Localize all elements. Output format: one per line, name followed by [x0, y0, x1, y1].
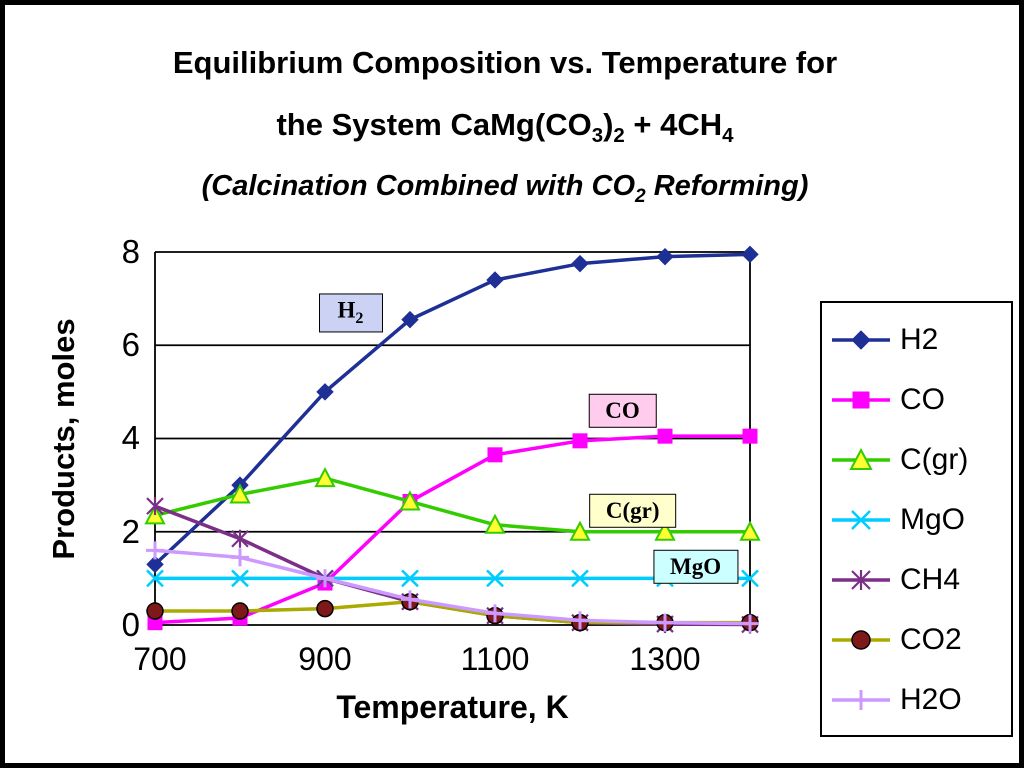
- series-C(gr): [144, 466, 761, 541]
- x-tick-label-900: 900: [298, 641, 352, 677]
- chart-title-line3: (Calcination Combined with CO2 Reforming…: [5, 170, 1005, 208]
- chart-title-line1: Equilibrium Composition vs. Temperature …: [172, 45, 838, 80]
- legend-item-co: CO: [822, 370, 1011, 430]
- legend-label: MgO: [900, 503, 966, 536]
- y-tick-label-4: 4: [121, 419, 140, 456]
- chart-annotation-co: CO: [588, 393, 657, 428]
- chart-annotation-cgr: C(gr): [588, 493, 677, 528]
- x-tick-label-1100: 1100: [460, 641, 530, 677]
- series-H2: [146, 245, 759, 574]
- title-sub: 2: [635, 185, 646, 207]
- legend-label: CO2: [900, 623, 962, 656]
- title-seg: ): [603, 107, 614, 142]
- legend: H2 CO C(gr) MgO CH4 CO2 H2O: [820, 301, 1013, 737]
- title-seg: Reforming): [645, 170, 809, 202]
- y-tick-label-6: 6: [121, 326, 140, 363]
- legend-marker-co: [832, 391, 890, 409]
- legend-label: CO: [900, 383, 945, 416]
- title-sub: 3: [591, 124, 604, 148]
- legend-item-mgo: MgO: [822, 490, 1011, 550]
- series-H2O: [146, 541, 759, 633]
- legend-item-cgr: C(gr): [822, 430, 1011, 490]
- chart-title-line2: the System CaMg(CO3)2 + 4CH4: [5, 107, 1005, 148]
- legend-marker-h2o: [832, 690, 890, 710]
- title-sub: 2: [613, 124, 625, 148]
- x-tick-label-1300: 1300: [629, 641, 701, 677]
- plot-area: [144, 245, 761, 634]
- title-seg: the System CaMg(CO: [276, 107, 592, 142]
- legend-label: C(gr): [900, 443, 969, 476]
- legend-marker-cgr: [832, 447, 890, 470]
- legend-item-h2: H2: [822, 310, 1011, 370]
- chart-annotation-h2: H2: [318, 293, 383, 333]
- title-seg: + 4CH: [624, 107, 723, 142]
- legend-label: H2O: [900, 683, 962, 716]
- title-seg: (Calcination Combined with CO: [201, 170, 636, 202]
- y-tick-label-2: 2: [121, 513, 140, 550]
- legend-marker-h2: [832, 330, 890, 350]
- y-axis-title: Products, moles: [46, 318, 81, 560]
- legend-label: CH4: [900, 563, 961, 596]
- legend-item-ch4: CH4: [822, 550, 1011, 610]
- legend-item-co2: CO2: [822, 610, 1011, 670]
- title-sub: 4: [722, 124, 734, 148]
- legend-marker-mgo: [832, 510, 890, 530]
- legend-marker-co2: [832, 630, 890, 650]
- legend-marker-ch4: [832, 570, 890, 590]
- legend-item-h2o: H2O: [822, 670, 1011, 730]
- legend-label: H2: [900, 323, 939, 356]
- chart-annotation-mgo: MgO: [653, 549, 739, 584]
- y-tick-label-0: 0: [121, 606, 140, 643]
- x-tick-label-700: 700: [133, 641, 187, 677]
- x-axis-title: Temperature, K: [336, 689, 569, 725]
- y-tick-label-8: 8: [121, 233, 140, 270]
